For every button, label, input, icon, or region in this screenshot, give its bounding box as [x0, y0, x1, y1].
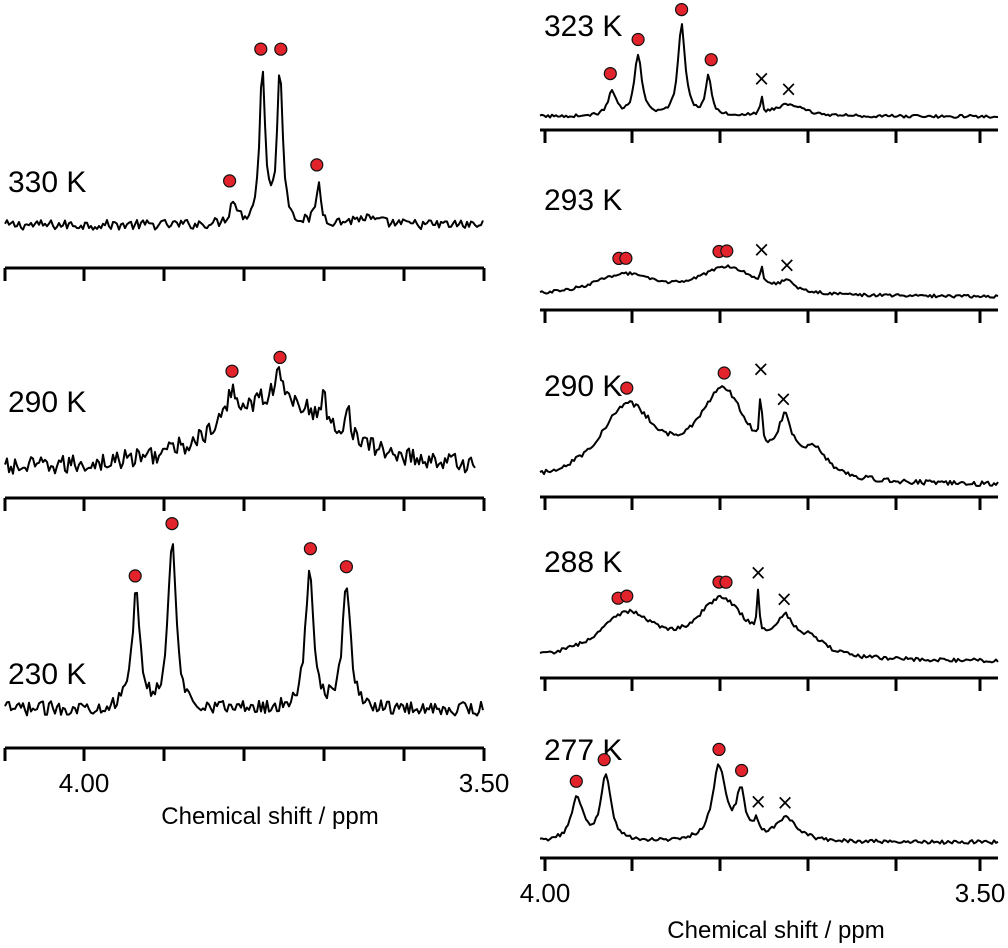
temperature-label: 277 K	[544, 734, 622, 767]
spectrum-panel-left-0: 330 K	[3, 42, 486, 281]
peak-marker-circle	[620, 589, 634, 603]
temperature-label: 290 K	[8, 386, 86, 419]
peak-marker-circle	[712, 742, 726, 757]
impurity-cross-marker: ×	[749, 790, 767, 814]
peak-marker-circle	[128, 569, 142, 583]
peak-marker-circle	[303, 542, 317, 556]
impurity-cross-marker: ×	[780, 77, 798, 101]
spectrum-panel-right-7: 277 K × × 4.00 3.50 Chemical shift / ppm	[520, 734, 1006, 944]
peak-marker-circle	[223, 174, 237, 188]
spectrum-panel-right-5: 290 K ××	[539, 357, 999, 510]
spectrum-panel-left-1: 290 K	[3, 350, 486, 511]
impurity-cross-marker: ×	[776, 791, 794, 815]
spectrum-trace	[539, 264, 999, 299]
temperature-label: 293 K	[544, 184, 622, 217]
peak-marker-circle	[274, 42, 288, 56]
peak-marker-circle	[273, 350, 287, 364]
x-tick-label: 3.50	[955, 878, 1006, 908]
peak-marker-circle	[339, 560, 353, 574]
temperature-label: 290 K	[544, 370, 622, 403]
peak-marker-circle	[310, 158, 324, 172]
peak-marker-circle	[717, 366, 731, 380]
spectrum-panel-left-2: 230 K 4.00 3.50 Chemical shift / ppm	[3, 516, 510, 830]
x-tick-label: 3.50	[459, 768, 510, 798]
peak-marker-circle	[254, 42, 268, 56]
spectrum-trace	[539, 385, 999, 487]
spectrum-trace	[539, 23, 999, 119]
spectrum-trace	[4, 543, 484, 717]
x-tick-label: 4.00	[520, 878, 571, 908]
spectrum-panel-right-4: 293 K × ×	[539, 184, 999, 323]
peak-marker-circle	[704, 53, 718, 67]
peak-marker-circle	[225, 364, 239, 378]
impurity-cross-marker: ×	[752, 357, 770, 381]
peak-marker-circle	[631, 32, 645, 47]
peak-marker-circle	[569, 774, 583, 788]
x-axis-title: Chemical shift / ppm	[667, 917, 884, 944]
peak-marker-circle	[620, 381, 634, 395]
impurity-cross-marker: ×	[775, 387, 793, 411]
x-axis-title: Chemical shift / ppm	[161, 803, 378, 830]
x-tick-label: 4.00	[59, 768, 110, 798]
peak-marker-circle	[734, 763, 749, 778]
impurity-cross-marker: ×	[753, 67, 771, 91]
spectrum-trace	[4, 366, 476, 475]
temperature-label: 288 K	[544, 546, 622, 579]
impurity-cross-marker: ×	[753, 237, 771, 261]
impurity-cross-marker: ×	[775, 587, 793, 611]
peak-marker-circle	[719, 575, 733, 589]
temperature-label: 330 K	[8, 166, 86, 199]
peak-marker-circle	[720, 244, 734, 258]
spectrum-trace	[4, 70, 484, 231]
peak-marker-circle	[165, 516, 179, 531]
peak-marker-circle	[674, 3, 689, 17]
spectrum-panel-right-6: 288 K × ×	[539, 546, 999, 691]
temperature-label: 323 K	[544, 10, 622, 43]
peak-marker-circle	[597, 753, 611, 767]
impurity-cross-marker: ×	[778, 253, 796, 277]
peak-marker-circle	[603, 66, 617, 81]
spectrum-panel-right-3: 323 K × ×	[539, 3, 999, 143]
temperature-label: 230 K	[8, 658, 86, 691]
spectrum-trace	[539, 763, 999, 845]
impurity-cross-marker: ×	[749, 561, 767, 585]
peak-marker-circle	[619, 251, 633, 265]
spectrum-trace	[539, 588, 999, 664]
